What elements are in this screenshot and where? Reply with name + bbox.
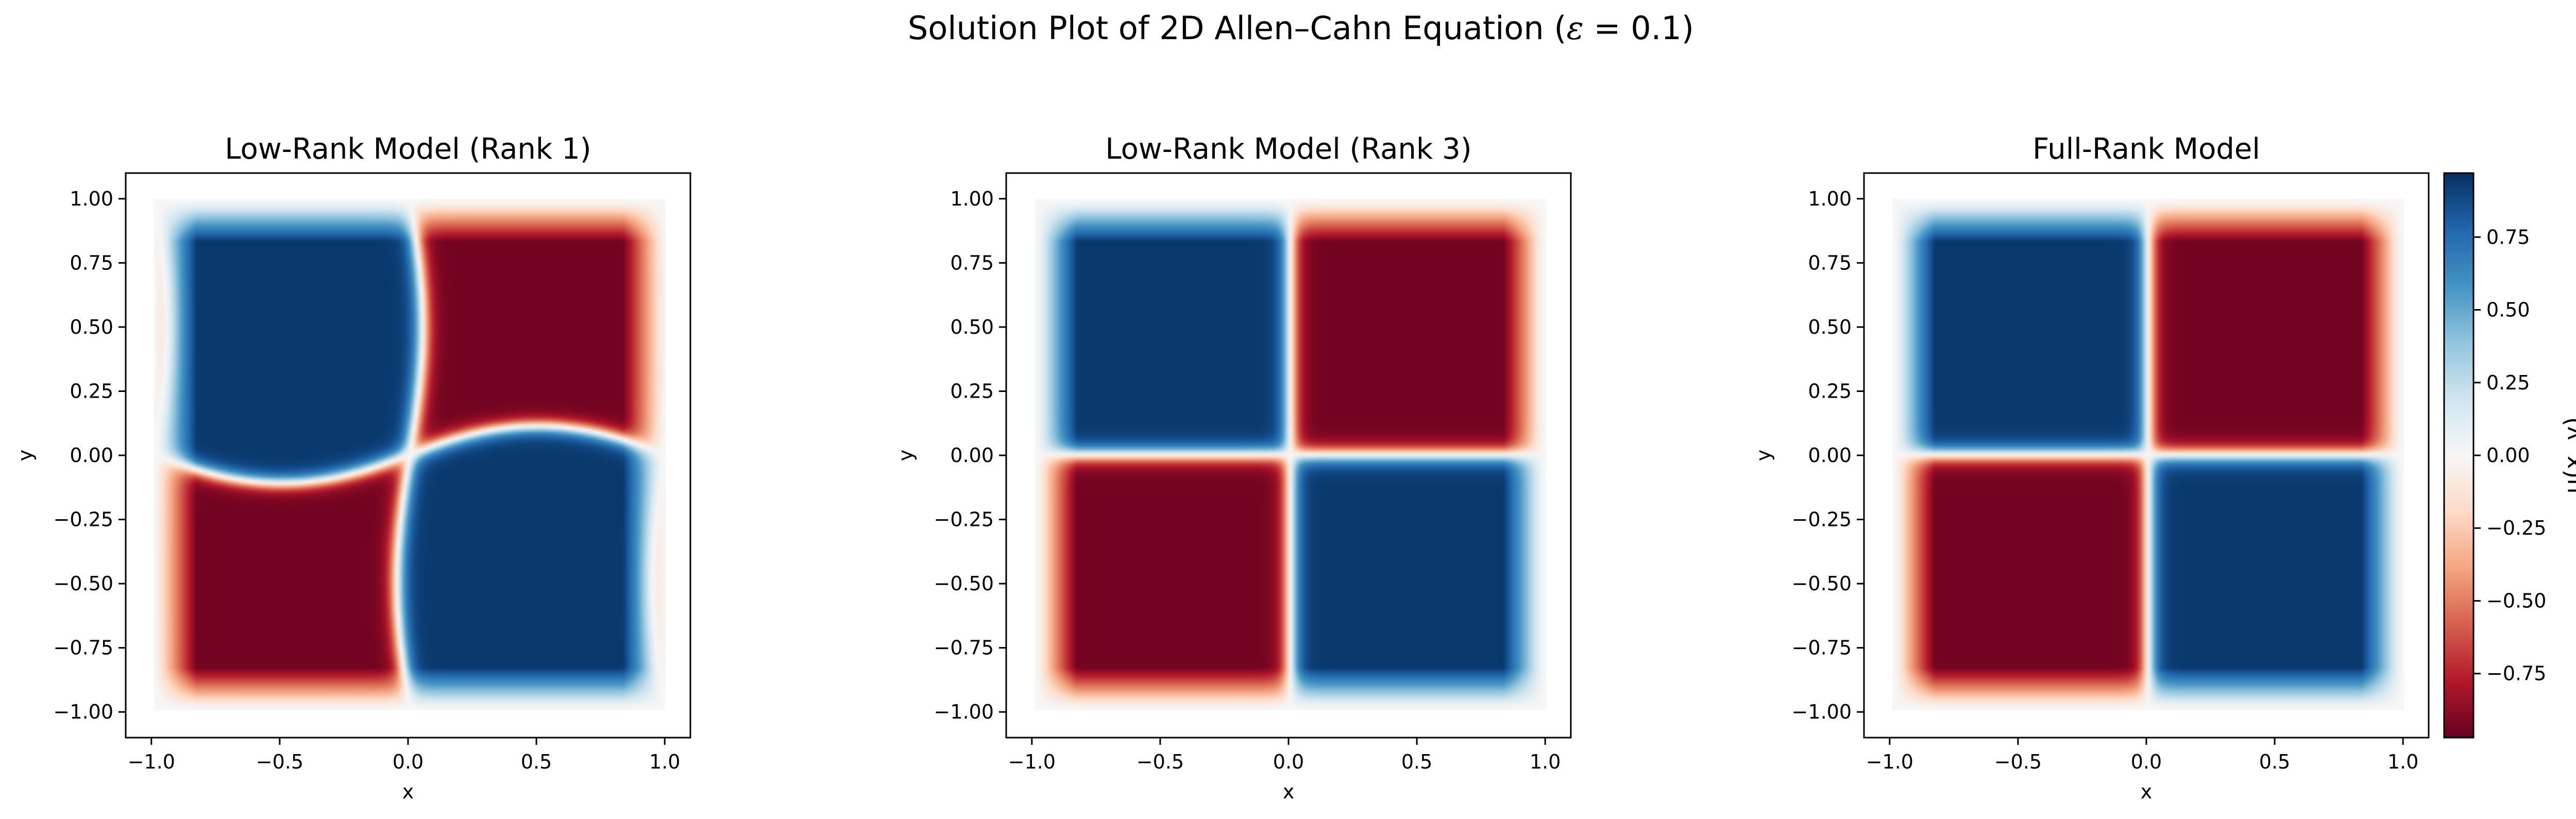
y-tick-label: −0.25 <box>54 508 113 531</box>
colorbar-tick-label: −0.75 <box>2486 662 2546 685</box>
x-tick-label: −1.0 <box>128 750 175 773</box>
x-tick-label: 0.0 <box>393 750 423 773</box>
x-axis-label: x <box>402 780 414 803</box>
y-tick-label: −1.00 <box>934 701 994 723</box>
y-tick-label: 0.75 <box>950 251 994 274</box>
panel-rank3: Low-Rank Model (Rank 3) −1.0 −0.5 0.0 0.5 1.… <box>894 132 1572 803</box>
y-tick-label: 1.00 <box>1808 187 1852 210</box>
y-tick-label: −0.25 <box>934 508 994 531</box>
x-axis-label: x <box>1283 780 1295 803</box>
heatmap-image <box>1035 199 1546 710</box>
y-tick-label: 0.00 <box>950 444 994 467</box>
y-tick-label: 0.25 <box>1808 380 1852 402</box>
y-tick-label: 0.50 <box>70 316 113 338</box>
colorbar-tick-label: 0.50 <box>2486 299 2530 321</box>
colorbar-tick-label: 0.25 <box>2486 371 2530 394</box>
y-tick-label: 0.25 <box>70 380 113 402</box>
y-tick-labels: −1.00 −0.75 −0.50 −0.25 0.00 0.25 0.50 0.75 1.00 <box>1792 187 1864 723</box>
x-tick-label: 0.5 <box>521 750 552 773</box>
y-axis-label: y <box>14 450 37 462</box>
x-tick-label: 1.0 <box>2387 750 2418 773</box>
colorbar-tick-label: −0.50 <box>2486 589 2546 612</box>
colorbar-tick-label: −0.25 <box>2486 517 2546 539</box>
heatmap-image <box>1892 199 2404 710</box>
x-tick-labels: −1.0 −0.5 0.0 0.5 1.0 <box>1008 738 1561 773</box>
y-tick-label: 1.00 <box>70 187 113 210</box>
y-tick-label: −0.50 <box>1792 572 1852 595</box>
figure-suptitle: Solution Plot of 2D Allen–Cahn Equation … <box>908 9 1694 47</box>
x-tick-labels: −1.0 −0.5 0.0 0.5 1.0 <box>128 738 680 773</box>
y-tick-label: −0.75 <box>934 637 994 659</box>
x-tick-label: 1.0 <box>1530 750 1561 773</box>
y-tick-label: −1.00 <box>1792 701 1852 723</box>
colorbar-tick-label: 0.00 <box>2486 444 2530 467</box>
x-tick-label: −1.0 <box>1866 750 1913 773</box>
y-tick-label: −0.50 <box>54 572 113 595</box>
y-axis-label: y <box>894 450 917 462</box>
colorbar-gradient <box>2443 172 2475 739</box>
colorbar-tick-labels: 0.75 0.50 0.25 0.00 −0.25 −0.50 −0.75 <box>2473 226 2546 685</box>
colorbar-tick-label: 0.75 <box>2486 226 2530 248</box>
y-tick-label: 0.00 <box>70 444 113 467</box>
colorbar: 0.75 0.50 0.25 0.00 −0.25 −0.50 −0.75 u(x, y) <box>2443 172 2576 739</box>
heatmap-image <box>154 199 666 710</box>
panel-title: Full-Rank Model <box>2032 132 2260 166</box>
x-tick-label: 0.5 <box>2259 750 2290 773</box>
panel-rank1: Low-Rank Model (Rank 1) −1.0 −0.5 0.0 0.5 1.… <box>14 132 691 803</box>
y-tick-label: 0.75 <box>70 251 113 274</box>
x-axis-label: x <box>2141 780 2153 803</box>
x-tick-label: −0.5 <box>256 750 303 773</box>
panel-title: Low-Rank Model (Rank 3) <box>1105 132 1471 166</box>
y-tick-label: 0.75 <box>1808 251 1852 274</box>
y-tick-label: 0.50 <box>950 316 994 338</box>
y-tick-label: −1.00 <box>54 701 113 723</box>
y-tick-label: 0.50 <box>1808 316 1852 338</box>
panel-full-rank: Full-Rank Model −1.0 −0.5 0.0 0.5 1.0 −1.00−… <box>1752 132 2430 803</box>
y-tick-label: −0.75 <box>1792 637 1852 659</box>
y-tick-label: −0.75 <box>54 637 113 659</box>
y-tick-label: −0.50 <box>934 572 994 595</box>
y-tick-label: 1.00 <box>950 187 994 210</box>
x-tick-label: 0.0 <box>2131 750 2162 773</box>
y-tick-label: 0.25 <box>950 380 994 402</box>
y-tick-labels: −1.00 −0.75 −0.50 −0.25 0.00 0.25 0.50 0.75 1.00 <box>54 187 126 723</box>
x-tick-label: 0.0 <box>1273 750 1304 773</box>
y-axis-label: y <box>1752 450 1775 462</box>
panel-title: Low-Rank Model (Rank 1) <box>225 132 591 166</box>
x-tick-label: 1.0 <box>649 750 680 773</box>
x-tick-label: −0.5 <box>1994 750 2042 773</box>
y-tick-label: 0.00 <box>1808 444 1852 467</box>
x-tick-label: 0.5 <box>1401 750 1432 773</box>
y-tick-label: −0.25 <box>1792 508 1852 531</box>
colorbar-label: u(x, y) <box>2559 417 2576 494</box>
x-tick-label: −0.5 <box>1137 750 1184 773</box>
x-tick-label: −1.0 <box>1008 750 1056 773</box>
y-tick-labels: −1.00 −0.75 −0.50 −0.25 0.00 0.25 0.50 0.75 1.00 <box>934 187 1006 723</box>
x-tick-labels: −1.0 −0.5 0.0 0.5 1.0 <box>1866 738 2418 773</box>
